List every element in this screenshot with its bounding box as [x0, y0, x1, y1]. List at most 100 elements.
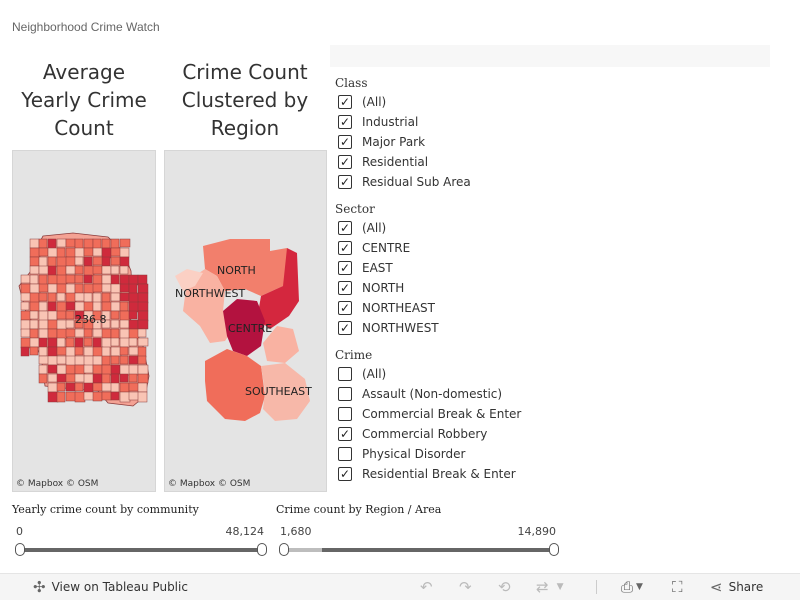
community-cell[interactable]: [128, 328, 140, 340]
crime-filter-item[interactable]: ✓ Commercial Robbery: [335, 424, 770, 444]
community-cell[interactable]: [110, 391, 120, 401]
community-cell[interactable]: [38, 256, 48, 268]
community-cell[interactable]: [65, 328, 77, 338]
region-map-canvas[interactable]: NORTH NORTHWEST CENTRE SOUTHEAST: [165, 151, 327, 492]
community-cell[interactable]: [101, 337, 112, 349]
community-cell[interactable]: [65, 337, 75, 348]
community-cell[interactable]: [29, 310, 39, 320]
community-cell[interactable]: [38, 328, 49, 340]
community-cell[interactable]: [56, 364, 68, 376]
community-slider-start-handle[interactable]: [15, 543, 25, 556]
community-cells[interactable]: [20, 238, 149, 403]
community-cell[interactable]: [110, 355, 120, 365]
community-cell[interactable]: [20, 301, 30, 311]
community-cell[interactable]: [56, 373, 68, 383]
checkbox[interactable]: ✓: [338, 221, 352, 235]
community-cell[interactable]: [119, 265, 129, 275]
community-cell[interactable]: [137, 292, 149, 304]
community-cell[interactable]: [83, 283, 95, 294]
community-cell[interactable]: [38, 292, 48, 302]
community-cell[interactable]: [137, 364, 149, 376]
community-cell[interactable]: [38, 319, 49, 330]
community-cell[interactable]: [74, 274, 84, 284]
community-cell[interactable]: [47, 382, 59, 393]
community-cell[interactable]: [29, 292, 40, 304]
community-cell[interactable]: [29, 346, 39, 356]
community-cell[interactable]: [119, 238, 131, 248]
crime-filter-item[interactable]: ✓ Residential Break & Enter: [335, 464, 770, 484]
community-cell[interactable]: [137, 310, 149, 322]
checkbox[interactable]: ✓: [338, 95, 352, 109]
community-cell[interactable]: [74, 355, 86, 366]
community-cell[interactable]: [101, 256, 111, 267]
community-cell[interactable]: [38, 364, 48, 375]
community-cell[interactable]: [38, 337, 48, 349]
community-cell[interactable]: [56, 247, 66, 259]
community-cell[interactable]: [38, 346, 48, 357]
community-cell[interactable]: [47, 355, 59, 366]
community-cell[interactable]: [74, 301, 86, 312]
community-cell[interactable]: [83, 328, 93, 338]
community-cell[interactable]: [74, 292, 86, 302]
community-cell[interactable]: [137, 319, 149, 330]
community-cell[interactable]: [74, 364, 86, 375]
community-cell[interactable]: [110, 256, 121, 266]
region-north[interactable]: [203, 239, 295, 296]
community-cell[interactable]: [56, 337, 66, 348]
community-cell[interactable]: [74, 319, 84, 329]
community-cell[interactable]: [47, 364, 58, 374]
community-cell[interactable]: [128, 292, 140, 304]
community-cell[interactable]: [110, 337, 120, 347]
sector-filter-item[interactable]: ✓ EAST: [335, 258, 770, 278]
community-cell[interactable]: [92, 301, 102, 312]
community-cell[interactable]: [128, 337, 138, 347]
community-cell[interactable]: [74, 283, 84, 294]
region-slider-end-handle[interactable]: [549, 543, 559, 556]
community-cell[interactable]: [65, 310, 75, 320]
checkbox[interactable]: ✓: [338, 155, 352, 169]
community-cell[interactable]: [20, 310, 32, 321]
community-cell[interactable]: [56, 301, 68, 313]
community-cell[interactable]: [101, 364, 113, 376]
community-cell[interactable]: [119, 355, 129, 365]
community-cell[interactable]: [83, 274, 93, 284]
community-cell[interactable]: [65, 274, 76, 284]
region-northwest-top[interactable]: [175, 269, 203, 291]
region-south[interactable]: [205, 349, 265, 421]
community-cell[interactable]: [20, 346, 30, 357]
checkbox[interactable]: ✓: [338, 115, 352, 129]
community-cell[interactable]: [110, 346, 122, 357]
community-cell[interactable]: [92, 283, 104, 293]
community-cell[interactable]: [20, 283, 32, 295]
community-cell[interactable]: [56, 355, 67, 365]
community-cell[interactable]: [101, 328, 112, 339]
community-cell[interactable]: [137, 382, 148, 393]
community-cell[interactable]: [110, 247, 122, 257]
community-cell[interactable]: [101, 319, 111, 329]
community-cell[interactable]: [110, 265, 120, 275]
community-cell[interactable]: [128, 346, 140, 356]
checkbox[interactable]: [338, 407, 352, 421]
community-cell[interactable]: [92, 337, 102, 349]
checkbox[interactable]: [338, 367, 352, 381]
community-slider-track[interactable]: [12, 543, 270, 557]
community-cell[interactable]: [47, 346, 58, 358]
community-cell[interactable]: [47, 274, 59, 285]
community-cell[interactable]: [110, 274, 120, 286]
community-cell[interactable]: [38, 373, 48, 384]
checkbox[interactable]: ✓: [338, 241, 352, 255]
sector-filter-item[interactable]: ✓ (All): [335, 218, 770, 238]
community-crime-map[interactable]: 236.8 © Mapbox © OSM: [12, 150, 156, 492]
community-cell[interactable]: [83, 382, 94, 393]
region-northeast[interactable]: [257, 248, 299, 329]
class-filter-item[interactable]: ✓ (All): [335, 92, 770, 112]
community-cell[interactable]: [56, 382, 66, 392]
community-cell[interactable]: [101, 382, 113, 392]
community-cell[interactable]: [56, 292, 66, 302]
community-cell[interactable]: [137, 337, 149, 347]
community-cell[interactable]: [92, 391, 103, 402]
community-cell[interactable]: [119, 346, 129, 356]
community-cell[interactable]: [38, 355, 50, 365]
community-cell[interactable]: [20, 274, 31, 284]
checkbox[interactable]: ✓: [338, 427, 352, 441]
